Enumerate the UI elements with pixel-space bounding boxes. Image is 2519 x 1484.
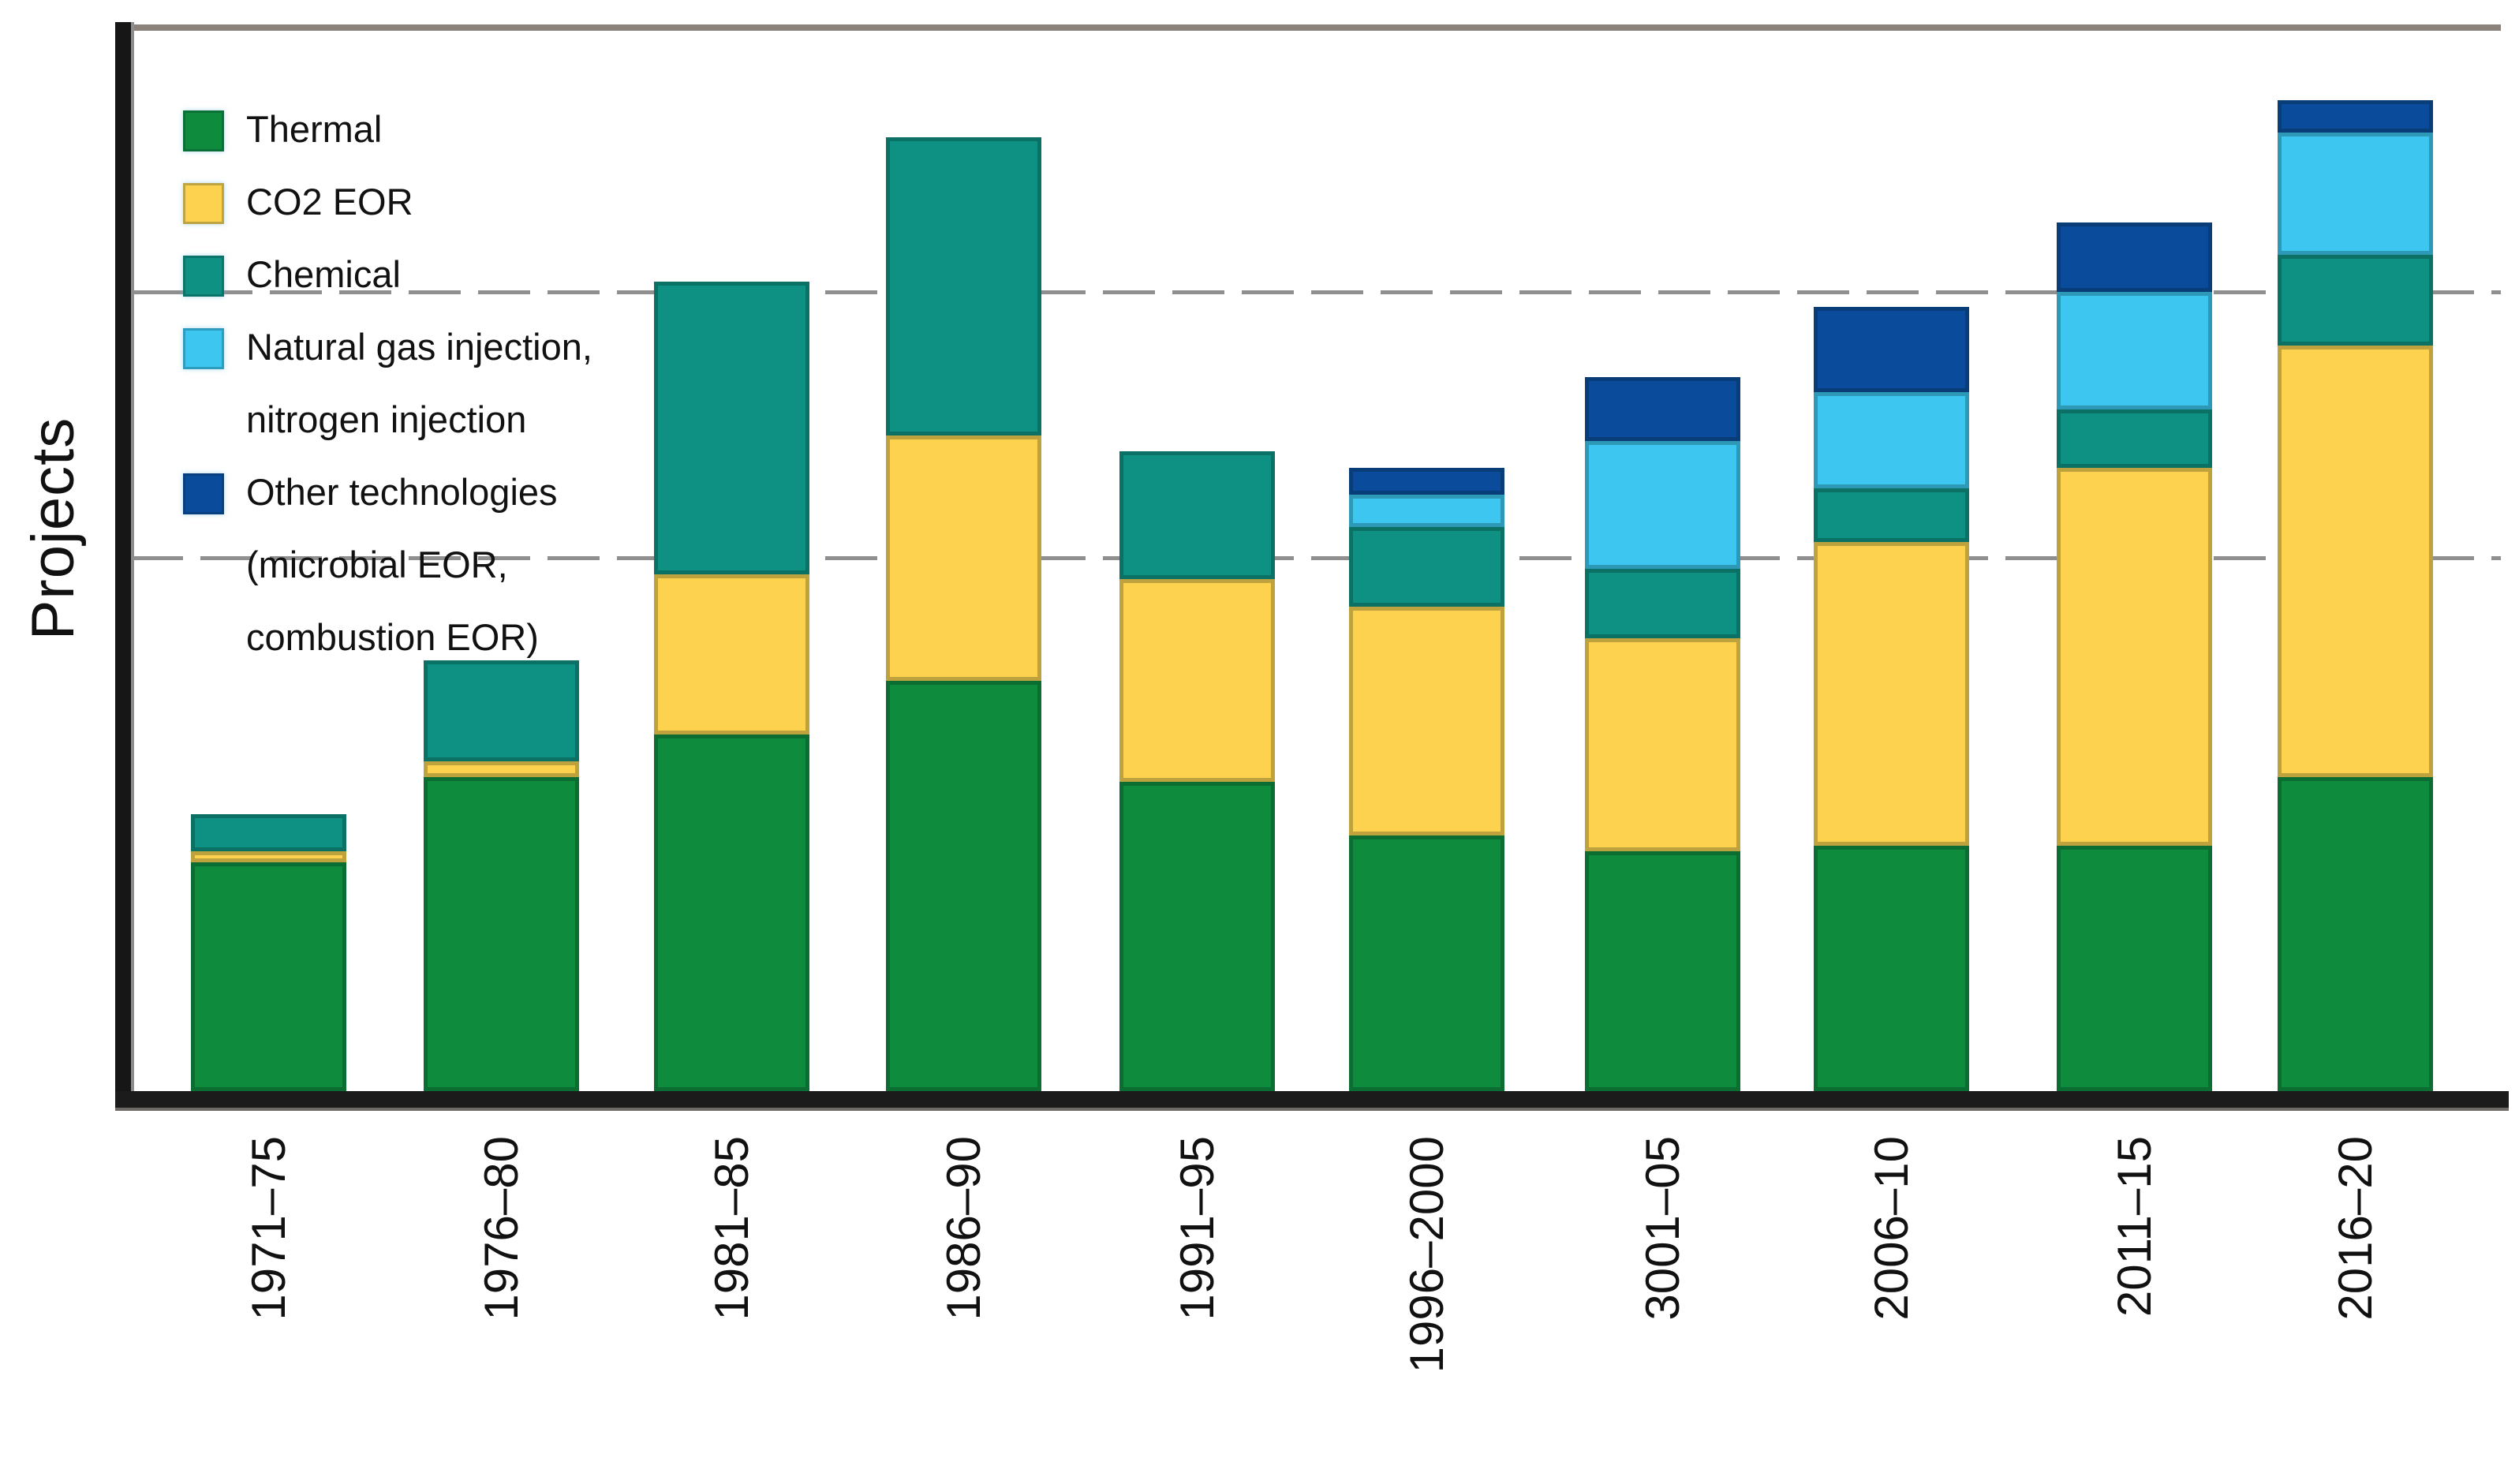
segment-thermal-1976-80 <box>423 777 579 1091</box>
gridline-150 <box>131 290 2501 294</box>
segment-co2-eor-1976-80 <box>423 761 579 777</box>
legend-item-co2-eor: CO2 EOR <box>183 166 861 238</box>
legend-item-thermal: Thermal <box>183 93 861 166</box>
segment-co2-eor-3001-05 <box>1584 638 1740 851</box>
x-tick-1986-90: 1986–90 <box>936 1136 990 1321</box>
x-tick-1996-2000: 1996–2000 <box>1400 1136 1453 1374</box>
segment-chemical-3001-05 <box>1584 569 1740 638</box>
segment-thermal-1991-95 <box>1119 782 1275 1091</box>
segment-thermal-2006-10 <box>1813 846 1969 1091</box>
legend-label: Natural gas injection, nitrogen injectio… <box>246 326 592 440</box>
legend-item-chemical: Chemical <box>183 238 861 311</box>
segment-thermal-3001-05 <box>1584 851 1740 1091</box>
y-axis-label: Projects <box>19 417 87 641</box>
legend-swatch-icon <box>183 473 224 514</box>
x-tick-1976-80: 1976–80 <box>474 1136 528 1321</box>
legend-label: Other technologies (microbial EOR, combu… <box>246 471 558 658</box>
legend-label: CO2 EOR <box>246 181 413 222</box>
bar-1996-2000 <box>1348 468 1504 1091</box>
segment-chemical-1996-2000 <box>1348 527 1504 607</box>
segment-chemical-1991-95 <box>1119 451 1275 579</box>
bar-1976-80 <box>423 660 579 1091</box>
segment-natural-gas-injection-ni-2006-10 <box>1813 392 1969 488</box>
legend-swatch-icon <box>183 183 224 224</box>
segment-chemical-2006-10 <box>1813 488 1969 542</box>
x-tick-1981-85: 1981–85 <box>704 1136 758 1321</box>
x-axis-line <box>115 1091 2509 1111</box>
segment-chemical-1981-85 <box>653 282 809 574</box>
bar-1971-75 <box>190 814 346 1091</box>
plot-area <box>131 26 2509 1091</box>
segment-natural-gas-injection-ni-2016-20 <box>2277 133 2433 255</box>
gridline-100 <box>131 556 2501 560</box>
x-tick-2016-20: 2016–20 <box>2328 1136 2382 1321</box>
x-tick-1971-75: 1971–75 <box>241 1136 295 1321</box>
segment-other-technologies-micro-2011-15 <box>2056 222 2212 292</box>
y-axis-line <box>115 22 134 1107</box>
legend-label: Thermal <box>246 108 383 150</box>
bar-1981-85 <box>653 282 809 1091</box>
segment-co2-eor-1971-75 <box>190 851 346 862</box>
bar-2011-15 <box>2056 222 2212 1091</box>
segment-other-technologies-micro-3001-05 <box>1584 377 1740 441</box>
legend-swatch-icon <box>183 256 224 297</box>
segment-co2-eor-2006-10 <box>1813 542 1969 846</box>
legend: Thermal CO2 EOR Chemical Natural gas inject… <box>183 93 861 674</box>
segment-thermal-1986-90 <box>885 681 1041 1091</box>
segment-chemical-1986-90 <box>885 137 1041 435</box>
segment-other-technologies-micro-2006-10 <box>1813 307 1969 392</box>
x-tick-1991-95: 1991–95 <box>1170 1136 1224 1321</box>
legend-label: Chemical <box>246 253 401 295</box>
segment-thermal-2016-20 <box>2277 777 2433 1091</box>
legend-item-natural-gas-injection: Natural gas injection, nitrogen injectio… <box>183 311 861 456</box>
segment-thermal-1996-2000 <box>1348 835 1504 1091</box>
segment-chemical-1971-75 <box>190 814 346 851</box>
bar-1991-95 <box>1119 451 1275 1091</box>
segment-other-technologies-micro-1996-2000 <box>1348 468 1504 495</box>
legend-item-other-technologies: Other technologies (microbial EOR, combu… <box>183 456 861 674</box>
segment-co2-eor-1981-85 <box>653 574 809 735</box>
x-tick-3001-05: 3001–05 <box>1635 1136 1689 1321</box>
segment-co2-eor-1991-95 <box>1119 579 1275 782</box>
segment-chemical-2016-20 <box>2277 255 2433 346</box>
x-tick-2006-10: 2006–10 <box>1864 1136 1918 1321</box>
segment-co2-eor-2016-20 <box>2277 346 2433 777</box>
bar-3001-05 <box>1584 377 1740 1091</box>
segment-chemical-1976-80 <box>423 660 579 761</box>
legend-swatch-icon <box>183 328 224 369</box>
segment-co2-eor-2011-15 <box>2056 468 2212 846</box>
segment-thermal-2011-15 <box>2056 846 2212 1091</box>
segment-natural-gas-injection-ni-2011-15 <box>2056 292 2212 409</box>
bar-2006-10 <box>1813 307 1969 1091</box>
segment-thermal-1981-85 <box>653 735 809 1091</box>
segment-natural-gas-injection-ni-1996-2000 <box>1348 495 1504 527</box>
segment-co2-eor-1986-90 <box>885 435 1041 681</box>
bar-1986-90 <box>885 137 1041 1091</box>
plot-top-border <box>131 24 2501 31</box>
legend-swatch-icon <box>183 110 224 151</box>
segment-co2-eor-1996-2000 <box>1348 607 1504 835</box>
bar-2016-20 <box>2277 100 2433 1091</box>
segment-other-technologies-micro-2016-20 <box>2277 100 2433 133</box>
segment-thermal-1971-75 <box>190 862 346 1091</box>
segment-chemical-2011-15 <box>2056 409 2212 468</box>
segment-natural-gas-injection-ni-3001-05 <box>1584 441 1740 569</box>
x-tick-2011-15: 2011–15 <box>2107 1136 2161 1318</box>
